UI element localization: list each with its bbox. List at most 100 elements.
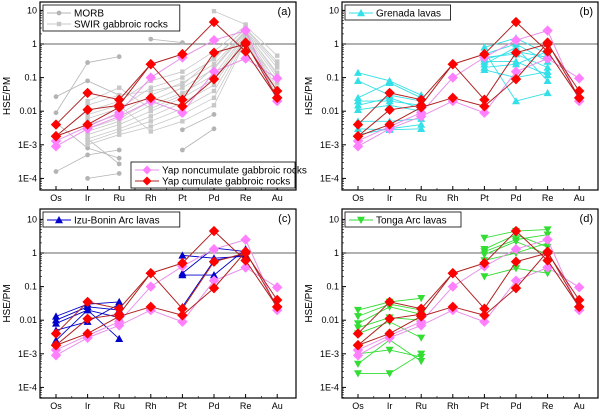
data-point [447, 301, 458, 313]
legend-box [344, 4, 451, 21]
data-point [85, 136, 90, 142]
data-point [272, 282, 283, 293]
y-tick-label: 10 [329, 5, 339, 15]
series-line-segment [357, 124, 390, 137]
x-tick-label: Rh [145, 401, 157, 411]
series-line-segment [87, 313, 120, 320]
x-tick-label: Pd [208, 193, 219, 203]
data-point [177, 107, 188, 118]
series-line-segment [87, 309, 120, 318]
y-tick-label: 0.01 [19, 106, 37, 116]
y-tick-label: 0.1 [326, 282, 339, 292]
data-point [352, 141, 364, 152]
series-line-segment [87, 120, 120, 132]
series-line-segment [182, 128, 215, 151]
series-line-segment [357, 318, 390, 346]
series-line-segment [118, 100, 152, 117]
y-tick-label: 0.1 [24, 73, 37, 83]
legend-marker [56, 21, 62, 27]
series-line-segment [87, 94, 120, 106]
data-point [543, 67, 552, 75]
series-line-segment [484, 252, 517, 261]
series-line-segment [389, 124, 422, 130]
x-tick-label: Pd [510, 401, 521, 411]
data-point [512, 97, 520, 105]
data-point [85, 78, 90, 84]
data-point [574, 73, 585, 84]
data-point [574, 301, 585, 313]
data-point [116, 161, 122, 167]
series-yap-cumulate [352, 246, 585, 351]
data-point [180, 69, 185, 74]
series-line-segment [55, 122, 88, 149]
series-line-segment [213, 21, 246, 52]
series-line-segment [87, 306, 120, 311]
series-line-segment [357, 82, 390, 99]
series-line-segment [213, 43, 246, 54]
series-yap-cumulate [50, 37, 283, 142]
series-line-segment [452, 272, 485, 310]
data-point [275, 65, 280, 70]
series-line-segment [150, 71, 183, 82]
series-line-segment [245, 260, 278, 308]
legend-entry: Tonga Arc lavas [349, 216, 447, 227]
series-line-segment [150, 38, 183, 44]
series-line-segment [483, 261, 517, 309]
data-point [114, 311, 125, 322]
series-line-segment [118, 63, 152, 106]
series-line-segment [357, 109, 390, 137]
series-line-segment [420, 77, 454, 114]
series-line-segment [357, 104, 390, 111]
data-point [479, 310, 490, 321]
series-line-segment [119, 97, 151, 108]
series-line-segment [357, 333, 390, 346]
series-line-segment [87, 134, 120, 146]
series-line-segment [515, 234, 548, 241]
series-line-segment [55, 128, 88, 147]
data-point [50, 119, 62, 130]
data-point [145, 301, 156, 313]
data-point [272, 73, 283, 84]
data-point [574, 92, 585, 104]
series-line-segment [452, 63, 485, 101]
series-line-segment [213, 252, 246, 263]
data-point [177, 316, 188, 327]
series-line-segment [87, 104, 120, 115]
series-line-segment [547, 251, 580, 308]
data-point [542, 46, 553, 57]
y-axis-title: HSE/PM [2, 77, 13, 115]
data-point [243, 22, 248, 27]
data-point [148, 114, 153, 119]
series-morb [180, 126, 217, 153]
series-line-segment [150, 108, 183, 122]
series-line-segment [245, 28, 278, 65]
series-line-segment [484, 69, 517, 79]
data-point [177, 94, 188, 105]
series-line-segment [245, 267, 278, 288]
series-line-segment [55, 92, 88, 125]
series-line-segment [245, 251, 278, 308]
data-point [177, 303, 188, 314]
series-line-segment [357, 128, 390, 147]
series-line-segment [213, 239, 246, 250]
data-point [208, 16, 220, 28]
series-line-segment [87, 115, 120, 130]
y-tick-label: 0.01 [321, 106, 339, 116]
series-line-segment [213, 10, 246, 25]
data-point [85, 98, 90, 104]
data-point [240, 25, 251, 36]
series-line-segment [245, 37, 278, 92]
series-line-segment [245, 36, 278, 88]
legend-entry: Grenada lavas [349, 9, 441, 20]
series-line-segment [213, 32, 246, 70]
series-line-segment [150, 56, 183, 79]
series-line-segment [420, 286, 454, 323]
series-line-segment [389, 97, 422, 109]
series-line-segment [357, 301, 390, 311]
series-line-segment [87, 301, 120, 310]
series-line-segment [87, 324, 120, 339]
series-tonga [354, 350, 426, 378]
series-line-segment [389, 115, 422, 130]
data-point [211, 112, 217, 117]
